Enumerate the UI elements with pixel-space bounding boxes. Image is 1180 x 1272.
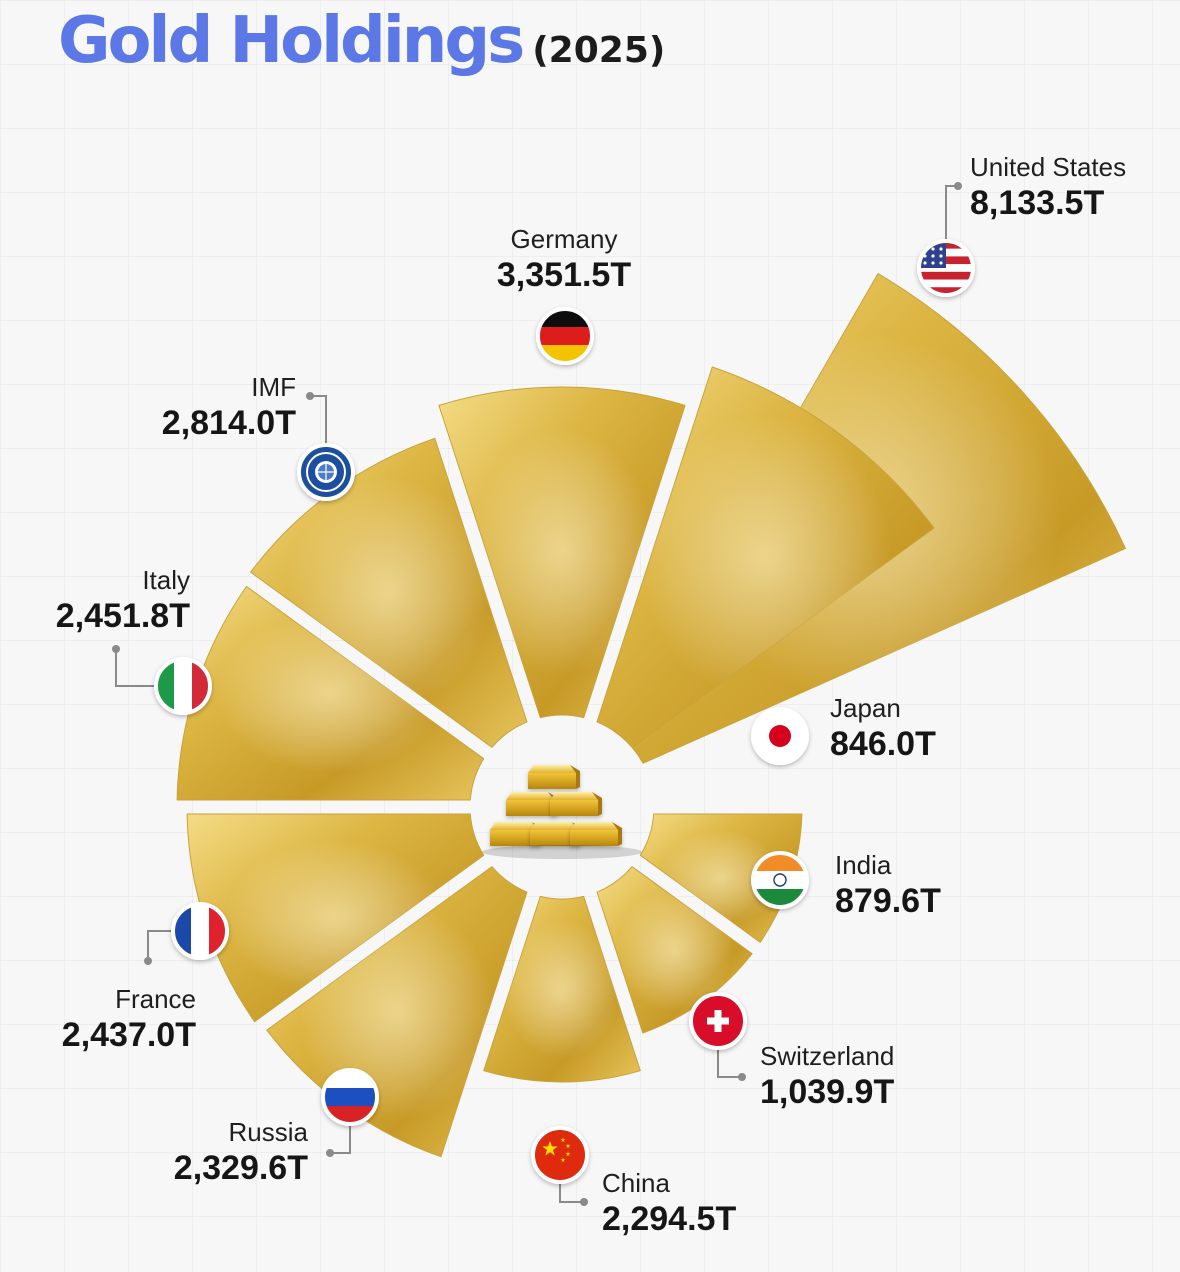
- japan-flag-icon: [751, 707, 809, 765]
- france-flag-icon: [171, 902, 229, 960]
- connector-china: [559, 1182, 584, 1203]
- russia-flag-icon: [321, 1068, 379, 1126]
- label-name-china: China: [602, 1168, 670, 1198]
- connector-france: [147, 930, 173, 961]
- connector-dot-russia: [326, 1149, 334, 1157]
- sector-shine-imf: [438, 386, 686, 718]
- label-name-japan: Japan: [830, 693, 901, 723]
- connector-dot-united-states: [954, 182, 962, 190]
- label-value-imf: 2,814.0T: [162, 404, 296, 442]
- label-value-japan: 846.0T: [830, 725, 936, 763]
- label-value-germany: 3,351.5T: [497, 256, 631, 294]
- label-name-italy: Italy: [142, 565, 190, 595]
- label-value-india: 879.6T: [835, 882, 941, 920]
- label-value-russia: 2,329.6T: [174, 1149, 308, 1187]
- connector-dot-china: [580, 1198, 588, 1206]
- label-name-france: France: [115, 984, 196, 1014]
- sector-shine-switzerland: [483, 896, 641, 1082]
- connector-imf: [310, 395, 327, 445]
- italy-flag-icon: [154, 657, 212, 715]
- china-flag-icon: [531, 1126, 589, 1184]
- sector-shine-india: [597, 866, 752, 1033]
- label-name-united-states: United States: [970, 152, 1126, 182]
- sector-shine-japan: [640, 814, 802, 943]
- connector-dot-italy: [112, 645, 120, 653]
- label-value-italy: 2,451.8T: [56, 597, 190, 635]
- label-value-switzerland: 1,039.9T: [760, 1073, 894, 1111]
- connector-russia: [330, 1124, 351, 1154]
- sector-shine-italy: [250, 438, 527, 748]
- label-name-switzerland: Switzerland: [760, 1041, 894, 1071]
- switzerland-flag-icon: [689, 992, 747, 1050]
- label-name-russia: Russia: [229, 1117, 309, 1147]
- imf-seal-icon: [297, 443, 355, 501]
- gold-bar: [550, 792, 602, 816]
- chart-title: Gold Holdings: [58, 4, 525, 78]
- connector-dot-switzerland: [738, 1073, 746, 1081]
- us-flag-icon: [917, 239, 975, 297]
- gold-bars-icon: [482, 765, 642, 859]
- sector-shine-russia: [187, 814, 484, 1022]
- label-name-india: India: [835, 850, 892, 880]
- gold-bar: [570, 822, 622, 846]
- label-value-france: 2,437.0T: [62, 1016, 196, 1054]
- connector-united-states: [945, 185, 958, 241]
- connectors: [112, 182, 962, 1206]
- germany-flag-icon: [536, 307, 594, 365]
- connector-dot-imf: [306, 392, 314, 400]
- label-name-germany: Germany: [511, 224, 618, 254]
- gold-bars-shadow: [482, 845, 642, 859]
- india-flag-icon: [751, 851, 809, 909]
- sector-shine-france: [177, 586, 484, 800]
- chart-subtitle: (2025): [532, 30, 666, 71]
- flags: [154, 239, 975, 1184]
- sector-shine-germany: [597, 367, 934, 748]
- connector-switzerland: [717, 1048, 742, 1078]
- label-value-china: 2,294.5T: [602, 1200, 736, 1238]
- gold-bar: [528, 765, 580, 789]
- connector-italy: [115, 649, 156, 687]
- sectors: [176, 273, 1126, 1158]
- label-name-imf: IMF: [251, 372, 296, 402]
- label-value-united-states: 8,133.5T: [970, 184, 1104, 222]
- header: Gold Holdings (2025): [58, 4, 665, 78]
- connector-dot-france: [144, 957, 152, 965]
